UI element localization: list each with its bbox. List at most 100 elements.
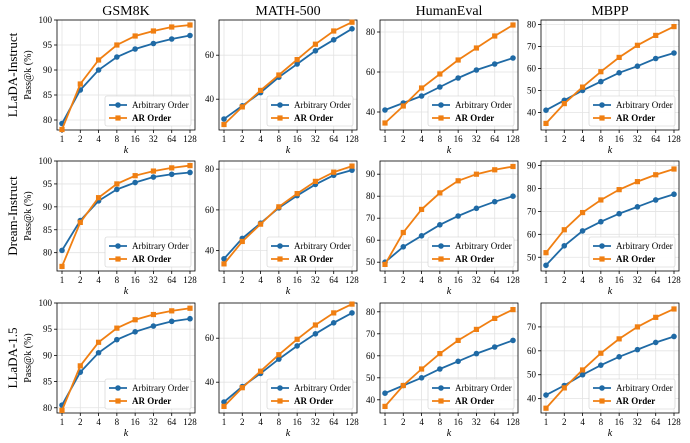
legend-label-ar-order: AR Order bbox=[455, 396, 494, 406]
data-point-arbitrary-order bbox=[168, 171, 175, 178]
data-point-ar-order bbox=[349, 301, 355, 307]
legend-label-arbitrary-order: Arbitrary Order bbox=[616, 241, 673, 251]
legend: Arbitrary Order AR Order bbox=[427, 378, 515, 410]
data-point-ar-order bbox=[312, 178, 319, 184]
x-tick-label: 16 bbox=[454, 134, 464, 144]
data-point-ar-order bbox=[634, 324, 641, 330]
data-point-arbitrary-order bbox=[150, 174, 157, 180]
data-point-arbitrary-order bbox=[543, 392, 549, 398]
legend: Arbitrary Order AR Order bbox=[266, 378, 354, 410]
legend-marker bbox=[115, 385, 121, 391]
data-point-ar-order bbox=[312, 322, 319, 328]
x-tick-label: 2 bbox=[562, 417, 567, 427]
data-point-ar-order bbox=[400, 229, 406, 236]
row-title-llada-1-5: LLaDA-1.5 bbox=[5, 327, 20, 388]
x-tick-label: 1 bbox=[383, 417, 388, 427]
data-point-arbitrary-order bbox=[491, 198, 498, 205]
data-point-arbitrary-order bbox=[221, 116, 227, 122]
data-point-ar-order bbox=[455, 337, 461, 343]
data-point-ar-order bbox=[492, 315, 498, 321]
data-point-ar-order bbox=[437, 190, 443, 196]
data-point-ar-order bbox=[132, 33, 138, 39]
x-axis-label: k bbox=[286, 428, 291, 439]
x-tick-label: 2 bbox=[240, 417, 245, 427]
legend: Arbitrary Order AR Order bbox=[104, 95, 192, 127]
x-tick-label: 128 bbox=[183, 134, 197, 144]
y-tick-label: 60 bbox=[366, 351, 376, 361]
series-line-ar-order bbox=[545, 25, 675, 125]
data-point-ar-order bbox=[653, 172, 659, 178]
legend-marker bbox=[277, 243, 283, 249]
plot-frame bbox=[56, 302, 196, 414]
x-axis-label: k bbox=[608, 428, 613, 439]
data-point-ar-order bbox=[418, 206, 425, 212]
data-point-ar-order bbox=[331, 169, 337, 175]
x-tick-label: 64 bbox=[329, 134, 339, 144]
legend-label-arbitrary-order: Arbitrary Order bbox=[132, 100, 189, 110]
data-point-ar-order bbox=[598, 69, 604, 75]
data-point-arbitrary-order bbox=[455, 358, 461, 365]
data-point-ar-order bbox=[382, 403, 388, 409]
y-tick-label: 100 bbox=[39, 15, 53, 25]
x-tick-label: 32 bbox=[633, 275, 642, 285]
data-point-arbitrary-order bbox=[132, 46, 138, 52]
data-point-ar-order bbox=[132, 317, 138, 323]
data-point-arbitrary-order bbox=[579, 228, 586, 234]
x-tick-label: 64 bbox=[490, 134, 500, 144]
x-tick-label: 4 bbox=[419, 275, 424, 285]
data-point-arbitrary-order bbox=[671, 191, 677, 198]
series-line-ar-order bbox=[545, 168, 675, 254]
subplot-dream-instruct-math-500: 40 60 80 1 2 4 8 16 32 64 128 k Arbitrary Order AR Or… bbox=[205, 160, 359, 297]
x-tick-label: 1 bbox=[544, 134, 549, 144]
data-point-arbitrary-order bbox=[491, 61, 498, 67]
x-tick-label: 8 bbox=[277, 275, 282, 285]
legend-marker bbox=[599, 256, 605, 262]
y-tick-label: 50 bbox=[366, 373, 376, 383]
legend: Arbitrary Order AR Order bbox=[427, 236, 515, 268]
y-tick-label: 50 bbox=[527, 370, 537, 380]
y-tick-label: 90 bbox=[527, 161, 537, 171]
legend-marker bbox=[277, 115, 283, 121]
subplot-dream-instruct-gsm8k: 80 85 90 95 100 1 2 4 8 16 32 64 128 k Arbitrary Order… bbox=[39, 156, 198, 297]
data-point-arbitrary-order bbox=[616, 210, 622, 217]
data-point-ar-order bbox=[257, 87, 264, 93]
x-tick-label: 16 bbox=[131, 417, 141, 427]
legend-label-arbitrary-order: Arbitrary Order bbox=[294, 100, 351, 110]
x-tick-label: 64 bbox=[329, 275, 339, 285]
data-point-ar-order bbox=[437, 351, 443, 357]
y-tick-label: 85 bbox=[43, 225, 53, 235]
y-tick-label: 80 bbox=[43, 248, 53, 258]
y-tick-label: 60 bbox=[205, 205, 215, 215]
data-point-ar-order bbox=[187, 162, 193, 169]
data-point-ar-order bbox=[169, 165, 175, 171]
x-tick-label: 16 bbox=[131, 134, 141, 144]
data-point-arbitrary-order bbox=[349, 310, 355, 316]
x-tick-label: 8 bbox=[115, 134, 120, 144]
data-point-arbitrary-order bbox=[132, 179, 138, 186]
data-point-ar-order bbox=[561, 227, 567, 233]
column-title-gsm8k: GSM8K bbox=[102, 4, 149, 19]
data-point-ar-order bbox=[276, 204, 282, 210]
y-tick-label: 60 bbox=[205, 50, 215, 60]
legend-label-arbitrary-order: Arbitrary Order bbox=[132, 241, 189, 251]
legend-label-ar-order: AR Order bbox=[616, 396, 655, 406]
column-title-math-500: MATH-500 bbox=[255, 4, 320, 19]
y-tick-label: 60 bbox=[527, 229, 537, 239]
legend-marker bbox=[115, 256, 121, 262]
data-point-ar-order bbox=[543, 250, 549, 256]
data-point-ar-order bbox=[187, 305, 193, 311]
y-tick-label: 40 bbox=[205, 377, 215, 387]
y-tick-label: 80 bbox=[366, 27, 376, 37]
data-point-ar-order bbox=[382, 120, 388, 126]
data-point-arbitrary-order bbox=[59, 247, 65, 254]
data-point-ar-order bbox=[150, 28, 157, 34]
data-point-arbitrary-order bbox=[150, 323, 157, 329]
y-tick-label: 90 bbox=[43, 202, 53, 212]
data-point-ar-order bbox=[634, 179, 641, 185]
plot-frame bbox=[379, 302, 519, 414]
data-point-ar-order bbox=[455, 178, 461, 184]
data-point-ar-order bbox=[77, 81, 83, 87]
x-tick-label: 2 bbox=[78, 417, 83, 427]
